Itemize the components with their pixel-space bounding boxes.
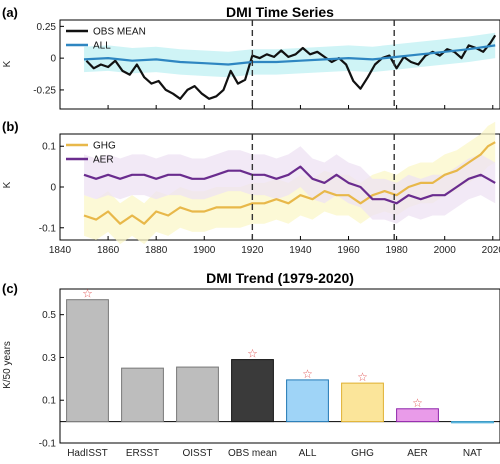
panel-a-title: DMI Time Series — [226, 4, 334, 20]
panel-c-xtick-label-obs-mean: OBS mean — [228, 448, 277, 459]
panel-a-ylabel: K — [2, 60, 13, 67]
bar-ghg — [341, 382, 384, 423]
significance-star-all: ☆ — [302, 367, 313, 381]
panel-b-plot: 0.1 0 -0.1 1840 1860 1880 1900 1920 1940 1960 1980… — [39, 121, 500, 256]
panel-c-ytick-label: 0.3 — [42, 353, 56, 364]
significance-star-aer: ☆ — [412, 396, 423, 410]
panel-a-line-all — [83, 44, 496, 66]
panel-b-ytick-label: 0 — [50, 183, 56, 194]
significance-star-obs-mean: ☆ — [247, 347, 258, 361]
panel-c-xtick-label-ghg: GHG — [351, 448, 374, 459]
panel-b-xtick-label: 1840 — [49, 245, 72, 256]
panel-b-xtick-label: 2000 — [434, 245, 457, 256]
panel-c: (c) DMI Trend (1979-2020) K/50 years -0.… — [2, 270, 500, 459]
panel-b-ylabel: K — [2, 181, 13, 188]
panel-b-xtick-label: 1960 — [337, 245, 360, 256]
panel-c-plot: -0.1 0.1 0.3 0.5 HadISST ☆ ERSST OISST OBS mean ☆… — [39, 287, 500, 459]
panel-b-xtick-label: 1920 — [241, 245, 264, 256]
panel-a-legend-label-obs-mean: OBS MEAN — [93, 27, 146, 38]
panel-a-legend: OBS MEAN ALL — [66, 27, 146, 52]
panel-b-xtick-label: 1900 — [193, 245, 216, 256]
panel-b-label: (b) — [2, 119, 19, 134]
panel-a-band-all — [84, 32, 496, 78]
panel-c-xtick-label-nat: NAT — [463, 448, 482, 459]
panel-b-ytick-label: -0.1 — [39, 223, 57, 234]
panel-b-xtick-label: 1880 — [145, 245, 168, 256]
bar-aer — [396, 408, 439, 423]
panel-a-ytick-label: -0.25 — [33, 85, 56, 96]
panel-b-ytick-label: 0.1 — [42, 142, 56, 153]
panel-c-label: (c) — [2, 281, 18, 296]
panel-c-xtick-label-oisst: OISST — [182, 448, 212, 459]
significance-star-ghg: ☆ — [357, 370, 368, 384]
panel-a-ytick-label: 0 — [50, 54, 56, 65]
bar-all — [286, 379, 329, 423]
panel-b-xtick-label: 1940 — [289, 245, 312, 256]
panel-c-ytick-label: -0.1 — [39, 439, 57, 450]
panel-b-legend-label-ghg: GHG — [93, 141, 116, 152]
panel-a-legend-label-all: ALL — [93, 41, 111, 52]
panel-a-label: (a) — [2, 5, 18, 20]
panel-c-xtick-label-ersst: ERSST — [126, 448, 159, 459]
panel-c-xtick-label-hadisst: HadISST — [67, 448, 108, 459]
panel-c-ytick-label: 0.5 — [42, 310, 56, 321]
panel-a-plot: 0.25 0 -0.25 — [33, 20, 497, 109]
panel-b-xtick-label: 1980 — [385, 245, 408, 256]
bar-oisst — [176, 366, 219, 423]
bar-ersst — [121, 367, 164, 423]
panel-b-xtick-label: 2020 — [482, 245, 500, 256]
panel-b-legend: GHG AER — [66, 141, 116, 166]
bar-nat — [451, 421, 494, 424]
panel-b: (b) K 0.1 0 -0.1 1840 1860 1880 1900 1920 1940 19… — [2, 119, 500, 256]
panel-c-axes — [59, 288, 500, 444]
panel-a-ytick-label: 0.25 — [37, 22, 57, 33]
panel-b-band-aer — [84, 146, 496, 224]
panel-b-line-ghg — [83, 141, 496, 225]
panel-b-xtick-label: 1860 — [97, 245, 120, 256]
panel-c-ylabel: K/50 years — [2, 341, 13, 389]
panel-b-legend-label-aer: AER — [93, 155, 114, 166]
panel-b-line-aer — [83, 165, 496, 205]
panel-a: (a) DMI Time Series K 0.25 0 -0.25 OBS MEA… — [2, 4, 500, 110]
panel-c-ytick-label: 0.1 — [42, 396, 56, 407]
panel-c-xtick-label-aer: AER — [407, 448, 428, 459]
panel-c-title: DMI Trend (1979-2020) — [206, 270, 354, 286]
panel-c-xtick-label-all: ALL — [299, 448, 317, 459]
panel-a-axes — [59, 19, 500, 110]
significance-star-hadisst: ☆ — [82, 287, 93, 301]
bar-hadisst — [66, 299, 109, 423]
bar-obs-mean — [231, 359, 274, 423]
